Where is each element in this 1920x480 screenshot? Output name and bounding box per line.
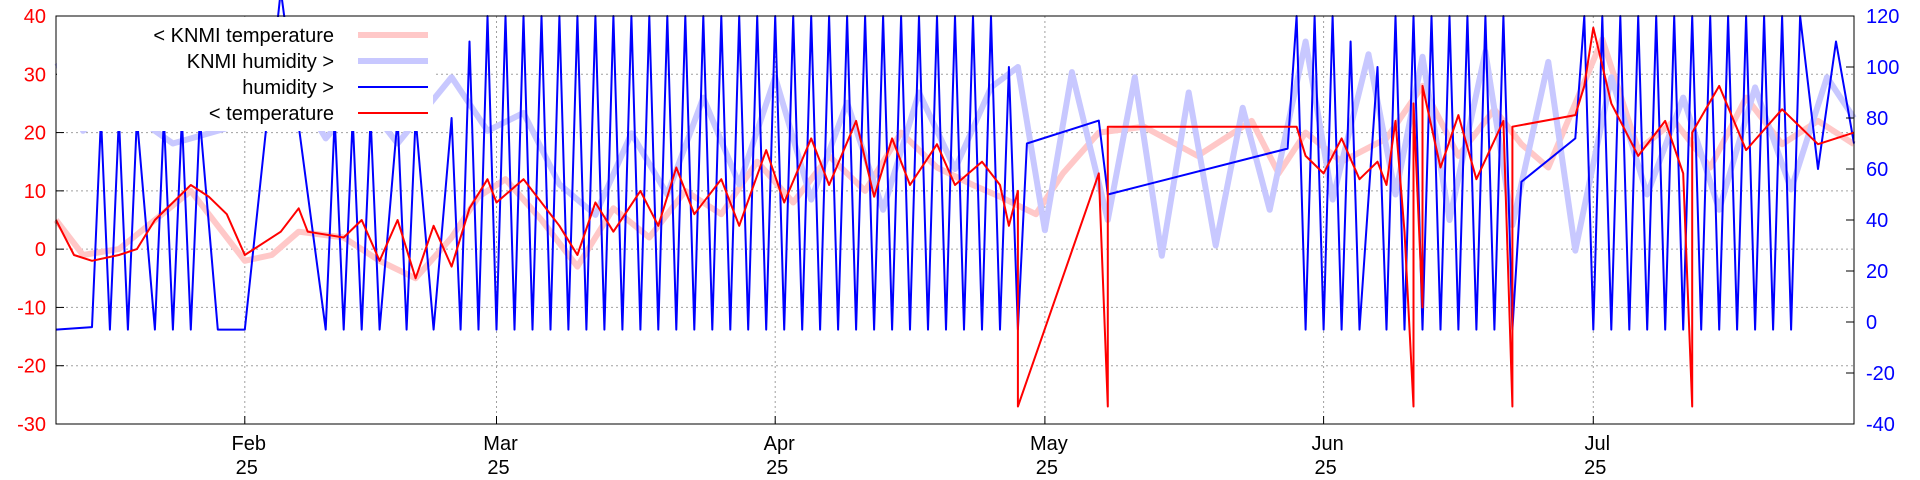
legend-label: KNMI humidity > (187, 51, 334, 73)
left-tick-label: 30 (24, 64, 46, 86)
series-layer (53, 0, 1857, 408)
series-line-2 (55, 0, 1855, 331)
legend: < KNMI temperature KNMI humidity > humidit… (57, 17, 433, 131)
left-axis: 40 30 20 10 0 -10 -20 -30 (17, 6, 64, 436)
right-tick-label: -20 (1866, 363, 1895, 385)
left-tick-label: -20 (17, 356, 46, 378)
right-tick-label: 60 (1866, 159, 1888, 181)
x-tick-year: 25 (236, 457, 258, 479)
grid (56, 15, 1854, 425)
series-line-3 (55, 26, 1855, 408)
x-tick-year: 25 (487, 457, 509, 479)
x-tick-month: May (1030, 433, 1068, 455)
left-tick-label: -10 (17, 297, 46, 319)
x-tick-year: 25 (766, 457, 788, 479)
left-tick-label: 20 (24, 123, 46, 145)
legend-label: humidity > (242, 77, 334, 99)
left-tick-label: -30 (17, 414, 46, 436)
x-tick-year: 25 (1036, 457, 1058, 479)
legend-label: < temperature (209, 103, 334, 125)
right-tick-label: 80 (1866, 108, 1888, 130)
right-tick-label: 100 (1866, 57, 1899, 79)
right-tick-label: -40 (1866, 414, 1895, 436)
x-tick-year: 25 (1314, 457, 1336, 479)
x-tick-year: 25 (1584, 457, 1606, 479)
left-tick-label: 10 (24, 181, 46, 203)
x-tick-month: Jun (1311, 433, 1343, 455)
legend-label: < KNMI temperature (153, 25, 334, 47)
right-tick-label: 40 (1866, 210, 1888, 232)
right-tick-label: 20 (1866, 261, 1888, 283)
right-axis: 120 100 80 60 40 20 0 -20 -40 (1846, 6, 1899, 436)
x-tick-month: Mar (483, 433, 518, 455)
left-tick-label: 40 (24, 6, 46, 28)
right-tick-label: 0 (1866, 312, 1877, 334)
series-line-1 (54, 38, 1857, 259)
right-tick-label: 120 (1866, 6, 1899, 28)
x-tick-month: Jul (1585, 433, 1611, 455)
left-tick-label: 0 (35, 239, 46, 261)
x-tick-month: Feb (232, 433, 266, 455)
x-tick-month: Apr (764, 433, 795, 455)
